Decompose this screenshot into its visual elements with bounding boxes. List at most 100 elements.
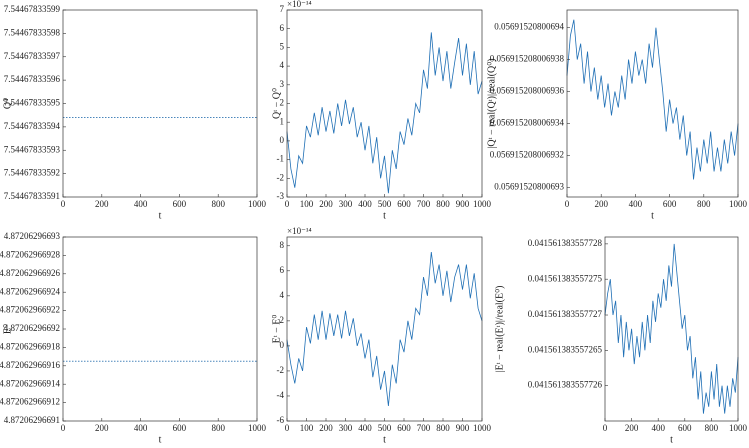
x-tick-label: 100 — [300, 423, 314, 433]
x-tick-label: 0 — [61, 199, 66, 209]
y-tick-label: 4.872062966928 — [0, 249, 61, 259]
y-tick-label: 7.54467833596 — [4, 74, 61, 84]
y-tick-label: 2 — [280, 98, 285, 108]
x-tick-label: 600 — [173, 199, 187, 209]
x-tick-label: 800 — [705, 423, 719, 433]
y-axis-label: E⁰ — [2, 324, 13, 334]
y-axis-label: Q⁰ — [2, 98, 13, 109]
y-tick-label: 4.872062966916 — [0, 360, 61, 370]
y-tick-label: -4 — [277, 390, 285, 400]
y-tick-label: 4.872062966924 — [0, 286, 61, 296]
y-tick-label: 7.54467833593 — [4, 144, 61, 154]
y-tick-label: 7.54467833591 — [4, 191, 60, 201]
y-tick-label: 4.872062966914 — [0, 378, 61, 388]
y-tick-label: 0.041561383557727 — [528, 309, 603, 319]
y-tick-label: 0.041561383557726 — [528, 380, 603, 390]
y-tick-label: 4.872062966918 — [0, 341, 61, 351]
x-tick-label: 400 — [358, 423, 372, 433]
y-tick-label: 4 — [280, 60, 285, 70]
axes-box — [62, 236, 258, 422]
y-tick-label: 0 — [280, 135, 285, 145]
x-tick-label: 800 — [211, 199, 225, 209]
axes-box — [566, 9, 739, 198]
y-tick-label: -6 — [277, 415, 285, 425]
y-tick-label: -2 — [277, 365, 285, 375]
x-tick-label: 100 — [300, 199, 314, 209]
x-tick-label: 1000 — [473, 423, 492, 433]
x-tick-label: 800 — [436, 199, 450, 209]
x-tick-label: 0 — [285, 199, 290, 209]
axis-exponent: ×10⁻¹⁴ — [287, 0, 312, 9]
x-tick-label: 0 — [61, 423, 66, 433]
x-tick-label: 800 — [697, 199, 711, 209]
y-tick-label: 0.056915208006934 — [490, 118, 565, 128]
y-tick-label: 4.872062966926 — [0, 268, 61, 278]
x-axis-label: t — [383, 210, 386, 221]
y-tick-label: 7.54467833597 — [4, 51, 61, 61]
y-tick-label: -1 — [277, 154, 285, 164]
x-axis-label: t — [651, 210, 654, 221]
y-axis-label: Qᵗ − Q⁰ — [271, 88, 282, 119]
x-tick-label: 200 — [319, 423, 333, 433]
y-axis-label: |Qᵗ − real(Qᵗ)|/real(Q⁰) — [486, 58, 497, 148]
x-axis-label: t — [159, 210, 162, 221]
x-tick-label: 1000 — [248, 199, 267, 209]
x-tick-label: 1000 — [248, 423, 267, 433]
x-tick-label: 200 — [95, 199, 109, 209]
x-tick-label: 600 — [397, 199, 411, 209]
y-tick-label: 4.87206296692 — [4, 323, 60, 333]
x-tick-label: 300 — [339, 423, 353, 433]
y-tick-label: 2 — [280, 315, 285, 325]
y-tick-label: 4.872062966922 — [0, 305, 60, 315]
y-tick-label: 4.87206296691 — [4, 415, 60, 425]
x-tick-label: 0 — [565, 199, 570, 209]
y-tick-label: 8 — [280, 240, 285, 250]
y-tick-label: -3 — [277, 191, 285, 201]
x-tick-label: 800 — [211, 423, 225, 433]
x-tick-label: 600 — [663, 199, 677, 209]
y-tick-label: 7.54467833595 — [4, 98, 61, 108]
x-tick-label: 800 — [436, 423, 450, 433]
y-tick-label: 0.041561383557275 — [528, 273, 603, 283]
x-tick-label: 600 — [397, 423, 411, 433]
y-tick-label: 0.056915208006932 — [490, 150, 564, 160]
x-tick-label: 200 — [319, 199, 333, 209]
x-tick-label: 1000 — [729, 199, 748, 209]
x-axis-label: t — [159, 434, 162, 445]
y-tick-label: 6 — [280, 265, 285, 275]
y-tick-label: 4.872062966912 — [0, 397, 60, 407]
x-tick-label: 400 — [358, 199, 372, 209]
y-tick-label: 0 — [280, 340, 285, 350]
y-tick-label: -2 — [277, 172, 285, 182]
x-tick-label: 1000 — [729, 423, 748, 433]
x-tick-label: 300 — [339, 199, 353, 209]
data-line — [286, 251, 483, 407]
y-axis-label: Eᵗ − E⁰ — [271, 315, 282, 344]
x-tick-label: 0 — [285, 423, 290, 433]
x-tick-label: 200 — [95, 423, 109, 433]
axes-box — [604, 236, 739, 422]
x-tick-label: 700 — [417, 199, 431, 209]
data-line — [566, 19, 739, 180]
axes-box — [286, 9, 483, 198]
x-tick-label: 500 — [378, 423, 392, 433]
x-tick-label: 400 — [629, 199, 643, 209]
x-tick-label: 900 — [456, 423, 470, 433]
y-tick-label: 4.87206296693 — [4, 231, 61, 241]
axis-exponent: ×10⁻¹⁴ — [287, 226, 312, 236]
x-tick-label: 200 — [594, 199, 608, 209]
y-tick-label: 7.54467833599 — [4, 4, 61, 14]
y-tick-label: 3 — [280, 79, 285, 89]
y-tick-label: 0.056915208006936 — [490, 86, 565, 96]
y-tick-label: 4 — [280, 290, 285, 300]
y-tick-label: 0.041561383557265 — [528, 344, 603, 354]
x-axis-label: t — [670, 434, 673, 445]
y-tick-label: 1 — [280, 116, 285, 126]
y-tick-label: 5 — [280, 41, 285, 51]
x-tick-label: 400 — [134, 199, 148, 209]
x-tick-label: 400 — [651, 423, 665, 433]
x-tick-label: 200 — [625, 423, 639, 433]
x-tick-label: 400 — [134, 423, 148, 433]
x-tick-label: 700 — [417, 423, 431, 433]
